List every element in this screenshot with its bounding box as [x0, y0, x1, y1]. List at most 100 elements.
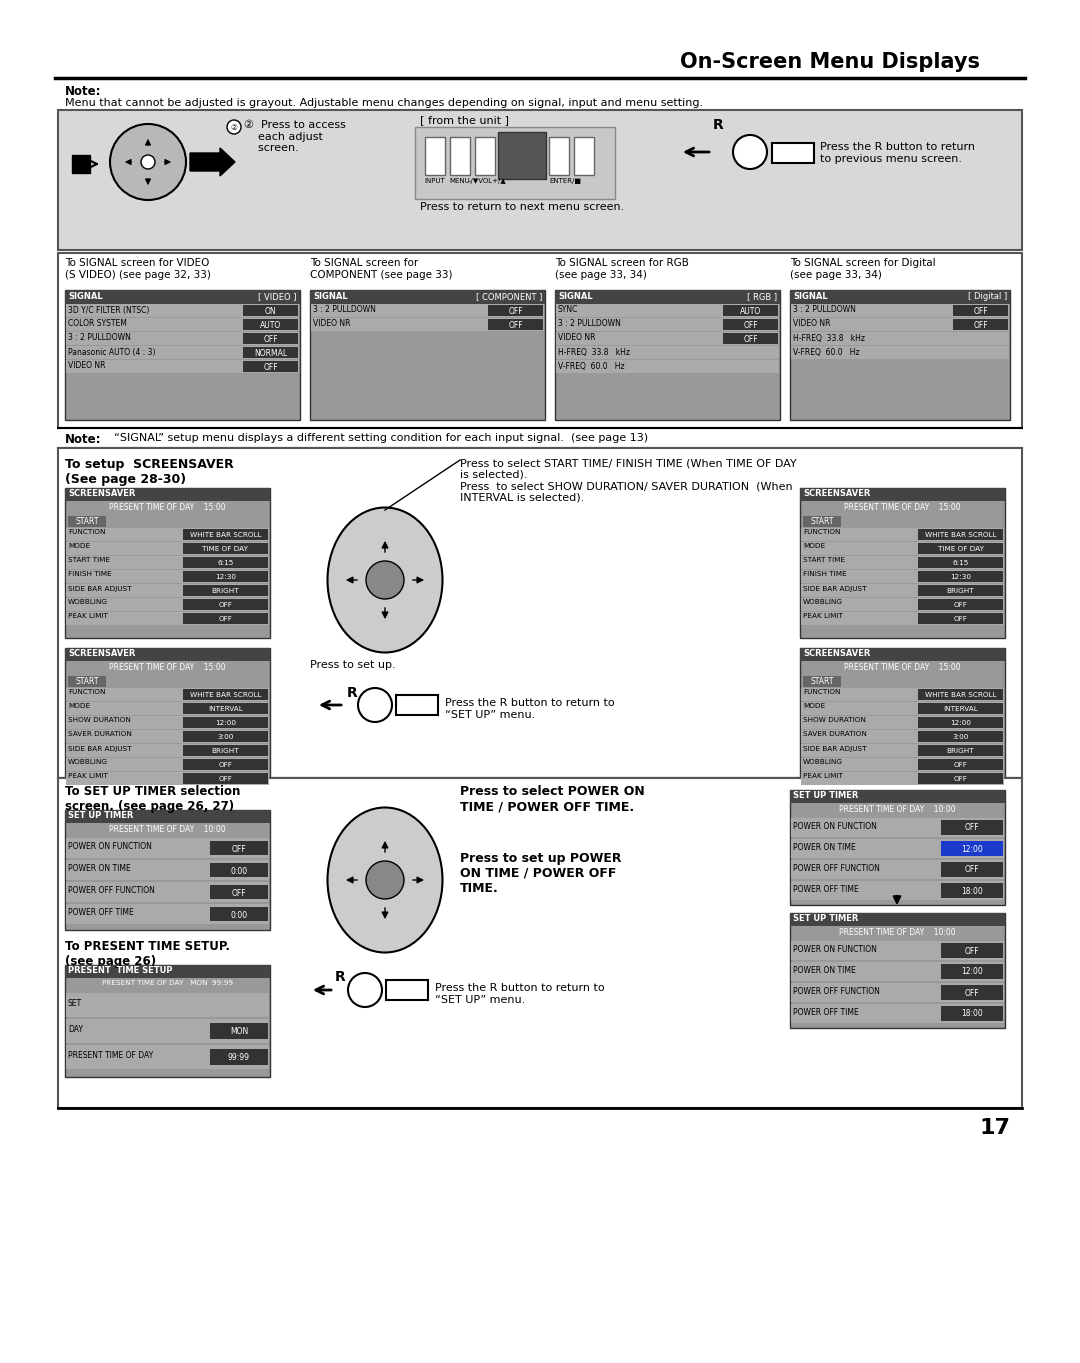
Text: START TIME: START TIME: [68, 557, 110, 563]
Text: R: R: [347, 686, 357, 701]
FancyBboxPatch shape: [66, 318, 299, 331]
FancyBboxPatch shape: [791, 940, 1004, 960]
FancyBboxPatch shape: [941, 861, 1003, 876]
FancyBboxPatch shape: [789, 913, 1005, 925]
FancyBboxPatch shape: [800, 647, 1005, 661]
FancyBboxPatch shape: [791, 840, 1004, 857]
FancyBboxPatch shape: [65, 488, 270, 502]
Text: POWER OFF FUNCTION: POWER OFF FUNCTION: [793, 864, 880, 872]
Text: MODE: MODE: [804, 703, 825, 710]
Text: PRESENT TIME OF DAY    15:00: PRESENT TIME OF DAY 15:00: [109, 662, 226, 672]
Text: 18:00: 18:00: [961, 886, 983, 895]
FancyBboxPatch shape: [210, 841, 268, 855]
FancyBboxPatch shape: [791, 860, 1004, 879]
FancyBboxPatch shape: [789, 290, 1010, 304]
Text: SAVER DURATION: SAVER DURATION: [68, 732, 132, 737]
Text: Note:: Note:: [65, 433, 102, 446]
FancyBboxPatch shape: [801, 688, 1004, 701]
FancyBboxPatch shape: [556, 318, 779, 331]
FancyBboxPatch shape: [183, 598, 268, 611]
Ellipse shape: [366, 562, 404, 598]
FancyBboxPatch shape: [801, 612, 1004, 626]
Text: START TIME: START TIME: [804, 557, 845, 563]
Text: 99:99: 99:99: [228, 1052, 249, 1062]
Text: 12:00: 12:00: [215, 720, 237, 726]
Text: FUNCTION: FUNCTION: [68, 529, 106, 536]
FancyBboxPatch shape: [918, 542, 1003, 553]
Text: FUNCTION: FUNCTION: [804, 529, 840, 536]
Text: PRESENT  TIME SETUP: PRESENT TIME SETUP: [68, 966, 173, 975]
Text: SHOW DURATION: SHOW DURATION: [68, 717, 131, 724]
Text: 12:00: 12:00: [961, 845, 983, 853]
FancyBboxPatch shape: [791, 1005, 1004, 1024]
Text: POWER ON FUNCTION: POWER ON FUNCTION: [68, 842, 152, 851]
Text: PRESENT TIME OF DAY    15:00: PRESENT TIME OF DAY 15:00: [109, 503, 226, 512]
Text: 3:00: 3:00: [953, 735, 969, 740]
Text: POWER OFF FUNCTION: POWER OFF FUNCTION: [68, 886, 154, 895]
FancyBboxPatch shape: [549, 138, 569, 174]
FancyBboxPatch shape: [789, 290, 1010, 420]
Text: MODE: MODE: [804, 544, 825, 549]
Circle shape: [348, 973, 382, 1007]
Text: OFF: OFF: [973, 307, 988, 315]
Text: [ VIDEO ]: [ VIDEO ]: [258, 292, 297, 301]
FancyBboxPatch shape: [791, 983, 1004, 1002]
Text: WOBBLING: WOBBLING: [68, 759, 108, 766]
Text: SET UP TIMER: SET UP TIMER: [68, 811, 133, 821]
FancyBboxPatch shape: [918, 773, 1003, 784]
Text: 0:00: 0:00: [230, 910, 247, 920]
Text: Panasonic AUTO (4 : 3): Panasonic AUTO (4 : 3): [68, 348, 156, 357]
FancyBboxPatch shape: [68, 517, 106, 527]
Circle shape: [110, 124, 186, 200]
Text: SIDE BAR ADJUST: SIDE BAR ADJUST: [68, 586, 132, 592]
Text: WHITE BAR SCROLL: WHITE BAR SCROLL: [924, 532, 996, 538]
Circle shape: [733, 135, 767, 169]
FancyBboxPatch shape: [183, 731, 268, 741]
FancyBboxPatch shape: [58, 778, 1022, 1108]
FancyBboxPatch shape: [772, 143, 814, 164]
FancyBboxPatch shape: [723, 319, 778, 330]
Text: OFF: OFF: [954, 616, 968, 622]
Text: OFF: OFF: [218, 762, 232, 767]
FancyBboxPatch shape: [183, 571, 268, 582]
Text: R: R: [713, 119, 724, 132]
Text: SIGNAL: SIGNAL: [68, 292, 103, 301]
Text: OFF: OFF: [232, 889, 246, 897]
FancyBboxPatch shape: [310, 290, 545, 420]
FancyBboxPatch shape: [941, 964, 1003, 979]
Text: COLOR SYSTEM: COLOR SYSTEM: [68, 319, 126, 328]
Text: Press the R button to return to
“SET UP” menu.: Press the R button to return to “SET UP”…: [435, 983, 605, 1005]
FancyBboxPatch shape: [66, 702, 269, 716]
FancyBboxPatch shape: [941, 1006, 1003, 1021]
FancyBboxPatch shape: [800, 647, 1005, 797]
Text: OFF: OFF: [264, 363, 278, 372]
FancyBboxPatch shape: [65, 647, 270, 797]
Text: WOBBLING: WOBBLING: [804, 600, 843, 605]
Text: START: START: [76, 677, 98, 686]
Text: SCREENSAVER: SCREENSAVER: [804, 489, 870, 497]
Text: AUTO: AUTO: [740, 307, 761, 315]
FancyBboxPatch shape: [210, 863, 268, 876]
Text: H-FREQ  33.8   kHz: H-FREQ 33.8 kHz: [558, 348, 630, 357]
Text: To SIGNAL screen for
COMPONENT (see page 33): To SIGNAL screen for COMPONENT (see page…: [310, 258, 453, 279]
Text: BRIGHT: BRIGHT: [212, 587, 240, 594]
FancyBboxPatch shape: [58, 254, 1022, 428]
Text: Press to set up POWER
ON TIME / POWER OFF
TIME.: Press to set up POWER ON TIME / POWER OF…: [460, 852, 621, 895]
Text: SYNC: SYNC: [558, 305, 579, 315]
FancyBboxPatch shape: [941, 841, 1003, 856]
Text: Press to select START TIME/ FINISH TIME (When TIME OF DAY
is selected).
Press  t: Press to select START TIME/ FINISH TIME …: [460, 458, 797, 503]
Ellipse shape: [327, 507, 443, 653]
FancyBboxPatch shape: [791, 346, 1009, 358]
Text: WHITE BAR SCROLL: WHITE BAR SCROLL: [924, 692, 996, 698]
Text: OFF: OFF: [509, 307, 523, 315]
Text: POWER OFF TIME: POWER OFF TIME: [793, 1009, 859, 1017]
FancyBboxPatch shape: [183, 717, 268, 728]
FancyBboxPatch shape: [918, 717, 1003, 728]
Text: PRESENT TIME OF DAY: PRESENT TIME OF DAY: [68, 1051, 153, 1060]
FancyBboxPatch shape: [243, 361, 298, 372]
Text: Note:: Note:: [65, 85, 102, 98]
FancyBboxPatch shape: [243, 319, 298, 330]
Text: POWER ON FUNCTION: POWER ON FUNCTION: [793, 945, 877, 954]
Text: To setup  SCREENSAVER
(See page 28-30): To setup SCREENSAVER (See page 28-30): [65, 458, 233, 487]
Text: Press the R button to return
to previous menu screen.: Press the R button to return to previous…: [820, 142, 975, 164]
